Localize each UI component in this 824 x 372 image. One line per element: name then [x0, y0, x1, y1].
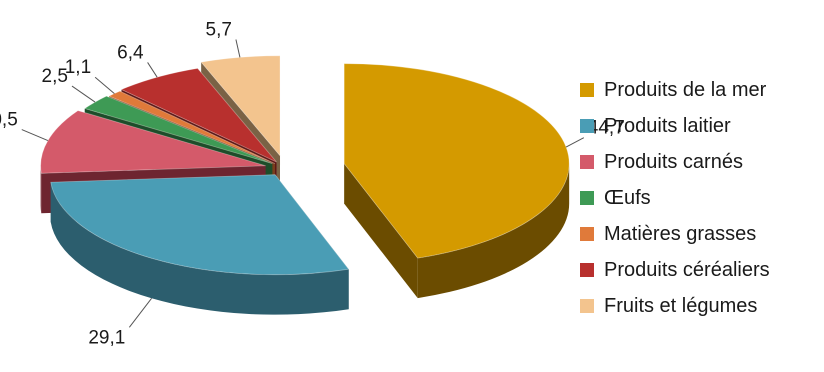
pie-slice-2 — [40, 110, 266, 174]
legend-label-6: Fruits et légumes — [604, 294, 758, 317]
legend-swatch-2 — [580, 155, 594, 169]
legend-item-1: Produits laitier — [580, 108, 770, 144]
legend-item-2: Produits carnés — [580, 144, 770, 180]
legend-label-3: Œufs — [604, 186, 651, 209]
pie-slice-side-0 — [417, 163, 570, 299]
legend-item-4: Matières grasses — [580, 216, 770, 252]
pie-slice-6 — [200, 55, 281, 157]
data-label-2: 10,5 — [0, 110, 18, 131]
data-label-3: 2,5 — [42, 66, 68, 87]
pie-slice-5 — [120, 67, 277, 163]
data-label-5: 6,4 — [117, 42, 144, 63]
data-label-0: 44,7 — [588, 118, 625, 139]
leader-line-3 — [71, 85, 96, 103]
legend-label-2: Produits carnés — [604, 150, 743, 173]
pie-slice-side-2 — [40, 165, 42, 214]
leader-line-4 — [94, 76, 115, 94]
leader-line-5 — [147, 62, 158, 78]
pie-slice-side-1 — [50, 182, 349, 315]
legend-swatch-3 — [580, 191, 594, 205]
legend-swatch-5 — [580, 263, 594, 277]
legend-swatch-6 — [580, 299, 594, 313]
leader-line-1 — [128, 297, 152, 328]
pie-slice-1 — [50, 174, 350, 276]
legend-swatch-1 — [580, 119, 594, 133]
legend-item-5: Produits céréaliers — [580, 252, 770, 288]
legend-label-4: Matières grasses — [604, 222, 757, 245]
legend-item-0: Produits de la mer — [580, 72, 770, 108]
legend-label-5: Produits céréaliers — [604, 258, 770, 281]
data-label-1: 29,1 — [88, 327, 125, 348]
data-label-4: 1,1 — [65, 57, 91, 78]
pie-slice-wall-end-0 — [344, 163, 418, 299]
legend-swatch-4 — [580, 227, 594, 241]
leader-line-0 — [565, 137, 585, 148]
data-label-6: 5,7 — [206, 20, 232, 41]
legend-item-3: Œufs — [580, 180, 770, 216]
legend-label-1: Produits laitier — [604, 114, 731, 137]
legend-label-0: Produits de la mer — [604, 78, 767, 101]
chart-legend: Produits de la mer Produits laitier Produi… — [580, 72, 770, 324]
leader-line-2 — [21, 129, 49, 142]
pie-slice-0 — [343, 63, 570, 259]
leader-line-6 — [235, 39, 241, 58]
legend-item-6: Fruits et légumes — [580, 288, 770, 324]
legend-swatch-0 — [580, 83, 594, 97]
